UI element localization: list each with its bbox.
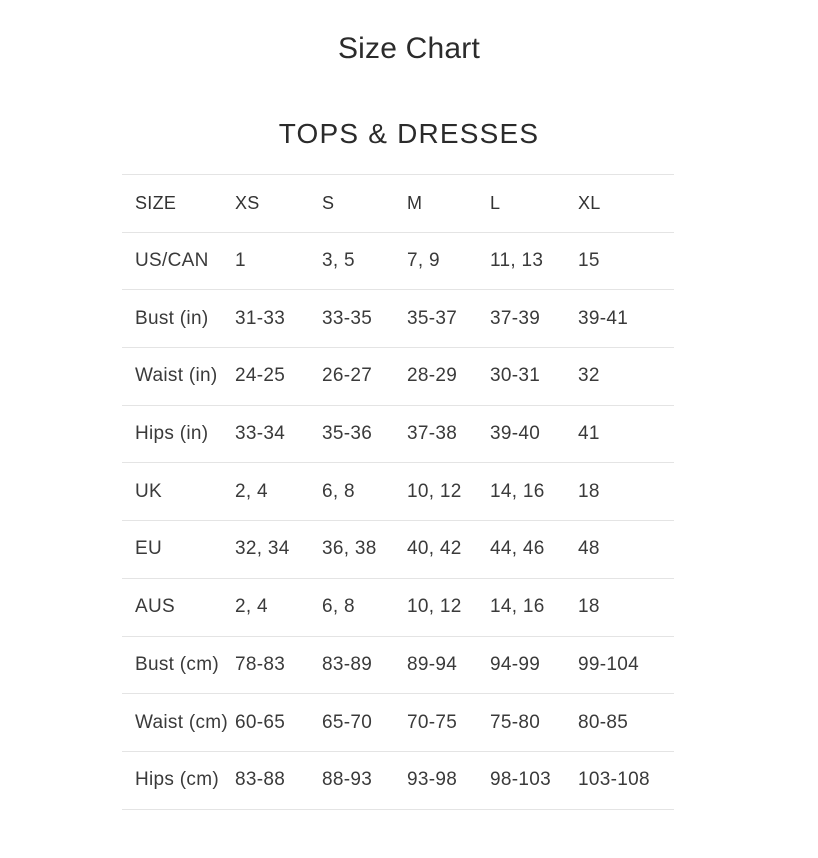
size-value-cell: 70-75 (407, 711, 458, 733)
column-header-l: L (490, 192, 501, 213)
size-value-cell: 41 (578, 423, 600, 445)
size-value-cell: 80-85 (578, 711, 629, 733)
size-value-cell: 99-104 (578, 653, 639, 675)
size-table-body: US/CAN 1 3, 5 7, 9 11, 13 15 Bust (in) 31-33 33-… (122, 232, 674, 810)
size-value-cell: 28-29 (407, 365, 458, 387)
row-label: Hips (cm) (135, 769, 219, 791)
size-value-cell: 11, 13 (490, 250, 544, 272)
row-label: Bust (in) (135, 307, 209, 329)
table-row: Hips (cm) 83-88 88-93 93-98 98-103 103-108 (122, 751, 674, 810)
section-title: TOPS & DRESSES (278, 118, 540, 149)
size-value-cell: 48 (578, 538, 600, 560)
size-value-cell: 32 (578, 365, 600, 387)
size-value-cell: 14, 16 (490, 480, 545, 502)
size-value-cell: 18 (578, 480, 600, 502)
size-value-cell: 26-27 (322, 365, 373, 387)
table-row: Bust (cm) 78-83 83-89 89-94 94-99 99-104 (122, 636, 674, 694)
size-value-cell: 10, 12 (407, 480, 462, 502)
size-chart-page: Size Chart TOPS & DRESSES SIZE XS S M L … (0, 32, 818, 810)
table-row: Hips (in) 33-34 35-36 37-38 39-40 41 (122, 405, 674, 463)
size-value-cell: 10, 12 (407, 596, 462, 618)
size-value-cell: 88-93 (322, 769, 373, 791)
size-value-cell: 7, 9 (407, 250, 440, 272)
size-value-cell: 31-33 (235, 307, 286, 329)
table-row: Bust (in) 31-33 33-35 35-37 37-39 39-41 (122, 290, 674, 348)
size-value-cell: 3, 5 (322, 250, 355, 272)
size-value-cell: 18 (578, 596, 600, 618)
size-value-cell: 30-31 (490, 365, 541, 387)
table-row: US/CAN 1 3, 5 7, 9 11, 13 15 (122, 232, 674, 290)
size-value-cell: 65-70 (322, 711, 373, 733)
size-value-cell: 60-65 (235, 711, 286, 733)
size-value-cell: 75-80 (490, 711, 541, 733)
size-value-cell: 39-40 (490, 423, 541, 445)
size-value-cell: 37-38 (407, 423, 458, 445)
row-label: Bust (cm) (135, 653, 219, 675)
size-value-cell: 1 (235, 250, 246, 272)
size-value-cell: 2, 4 (235, 596, 268, 618)
column-header-s: S (322, 192, 335, 213)
table-header-row: SIZE XS S M L XL (122, 174, 674, 233)
size-value-cell: 33-35 (322, 307, 373, 329)
table-row: Waist (in) 24-25 26-27 28-29 30-31 32 (122, 348, 674, 406)
row-label: Hips (in) (135, 423, 209, 445)
size-value-cell: 89-94 (407, 653, 458, 675)
table-row: AUS 2, 4 6, 8 10, 12 14, 16 18 (122, 578, 674, 636)
size-value-cell: 35-37 (407, 307, 458, 329)
size-value-cell: 40, 42 (407, 538, 462, 560)
size-value-cell: 2, 4 (235, 480, 268, 502)
size-value-cell: 93-98 (407, 769, 458, 791)
size-table: SIZE XS S M L XL US/CAN 1 3, 5 7, 9 11, 13 15… (122, 174, 674, 810)
column-header-xl: XL (578, 192, 601, 213)
size-value-cell: 37-39 (490, 307, 541, 329)
size-value-cell: 35-36 (322, 423, 373, 445)
size-value-cell: 15 (578, 250, 600, 272)
row-label: EU (135, 538, 162, 560)
column-header-xs: XS (235, 192, 260, 213)
size-value-cell: 94-99 (490, 653, 541, 675)
row-label: US/CAN (135, 250, 209, 272)
row-label: Waist (cm) (135, 711, 229, 733)
size-value-cell: 14, 16 (490, 596, 545, 618)
table-row: Waist (cm) 60-65 65-70 70-75 75-80 80-85 (122, 694, 674, 752)
size-value-cell: 33-34 (235, 423, 286, 445)
table-row: UK 2, 4 6, 8 10, 12 14, 16 18 (122, 463, 674, 521)
size-value-cell: 36, 38 (322, 538, 377, 560)
row-label: UK (135, 480, 162, 502)
row-label: Waist (in) (135, 365, 218, 387)
size-value-cell: 24-25 (235, 365, 286, 387)
table-row: EU 32, 34 36, 38 40, 42 44, 46 48 (122, 521, 674, 579)
page-title: Size Chart (337, 32, 481, 65)
size-value-cell: 83-88 (235, 769, 286, 791)
column-header-size: SIZE (135, 192, 177, 213)
size-value-cell: 39-41 (578, 307, 629, 329)
size-value-cell: 44, 46 (490, 538, 545, 560)
column-header-m: M (407, 192, 423, 213)
size-value-cell: 6, 8 (322, 596, 355, 618)
size-value-cell: 6, 8 (322, 480, 355, 502)
row-label: AUS (135, 596, 175, 618)
size-value-cell: 103-108 (578, 769, 650, 791)
size-value-cell: 32, 34 (235, 538, 290, 560)
size-value-cell: 83-89 (322, 653, 373, 675)
size-value-cell: 98-103 (490, 769, 551, 791)
size-value-cell: 78-83 (235, 653, 286, 675)
